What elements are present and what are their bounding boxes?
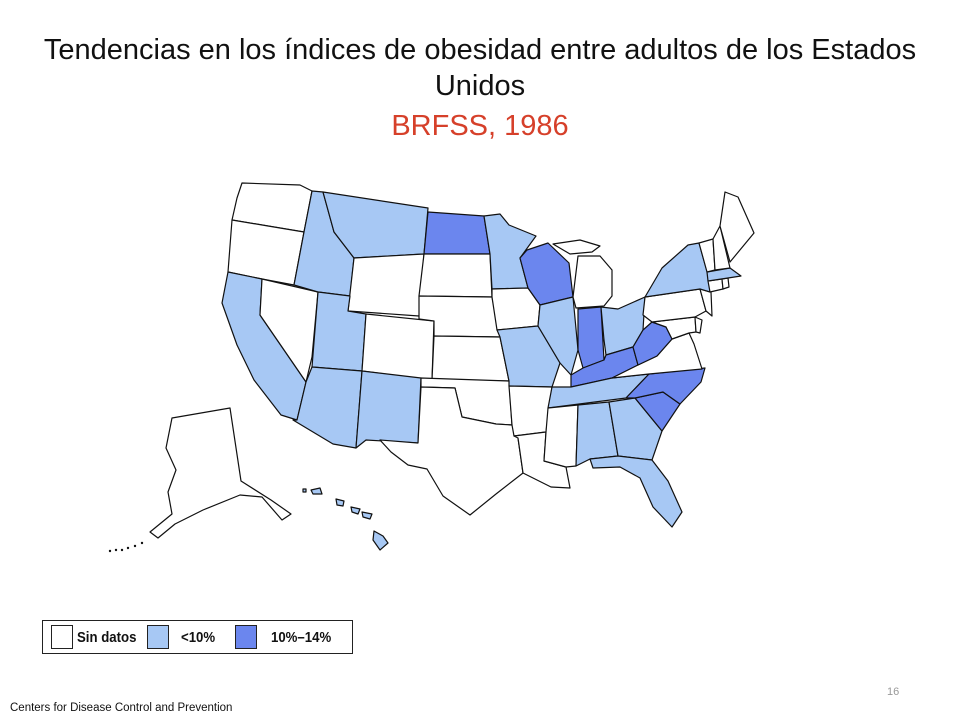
state-MI <box>572 255 613 309</box>
legend-label-no-data: Sin datos <box>77 628 137 646</box>
state-HI-1 <box>310 487 323 495</box>
alaska-aleutian-dots <box>108 541 144 553</box>
state-GA <box>608 397 663 461</box>
state-NH <box>712 225 731 271</box>
state-HI-5 <box>372 530 389 551</box>
legend: Sin datos <10% 10%–14% <box>42 620 353 654</box>
state-FL <box>589 455 683 528</box>
state-HI-6 <box>302 488 307 493</box>
state-IN <box>577 306 605 369</box>
legend-swatch-lt10 <box>147 625 169 649</box>
legend-label-10-14: 10%–14% <box>271 628 332 646</box>
state-HI-4 <box>361 511 373 520</box>
states-layer <box>149 182 755 539</box>
state-RI <box>721 277 730 290</box>
state-ME <box>719 191 755 263</box>
legend-swatch-10-14 <box>235 625 257 649</box>
hawaii-islands <box>302 487 389 551</box>
state-TX <box>379 386 524 516</box>
legend-swatch-no-data <box>51 625 73 649</box>
state-MI-UP <box>552 239 601 255</box>
state-ND <box>423 211 491 255</box>
state-NY <box>644 242 711 298</box>
state-DE <box>694 316 703 334</box>
page-number: 16 <box>887 686 900 698</box>
legend-label-lt10: <10% <box>181 628 216 646</box>
state-AK <box>149 407 292 539</box>
state-SD <box>418 253 493 298</box>
chart-title: Tendencias en los índices de obesidad en… <box>43 34 917 102</box>
chart-subtitle: BRFSS, 1986 <box>391 110 569 142</box>
state-MS <box>543 404 579 468</box>
footer-credit: Centers for Disease Control and Preventi… <box>10 702 233 714</box>
state-HI-2 <box>335 498 345 507</box>
state-KS <box>431 335 510 382</box>
state-HI-3 <box>350 506 361 515</box>
state-WY <box>347 253 425 317</box>
state-AR <box>508 385 553 437</box>
state-CO <box>361 313 435 381</box>
state-NM <box>355 370 422 449</box>
